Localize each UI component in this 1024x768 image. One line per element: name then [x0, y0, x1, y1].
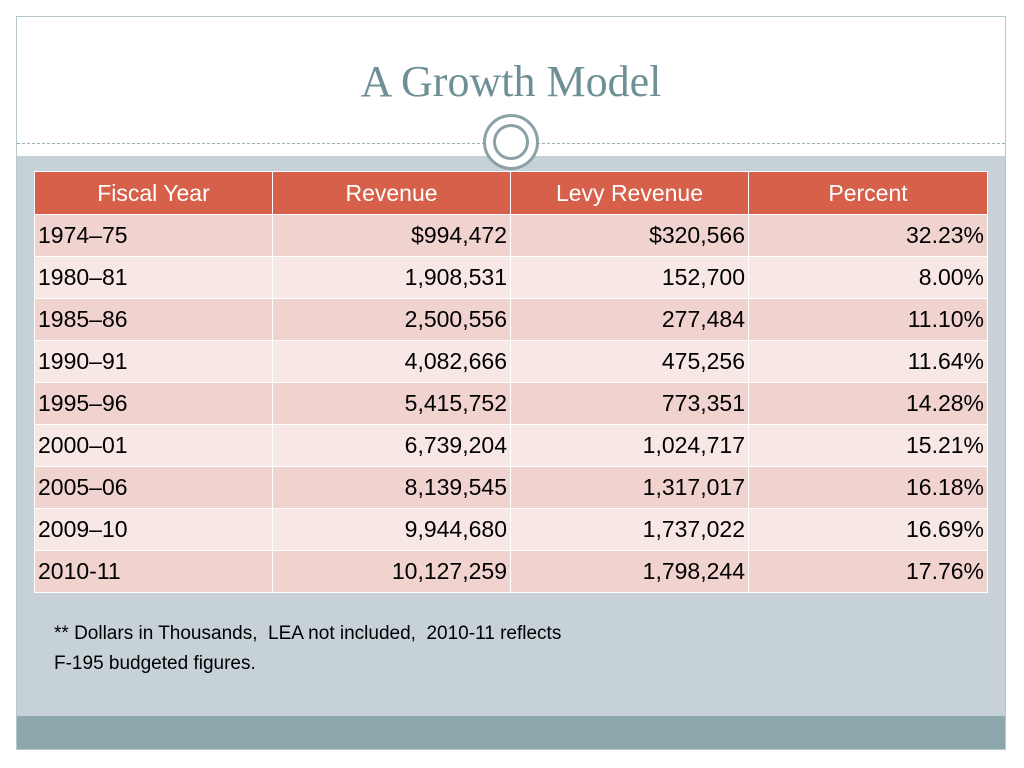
- cell-levy-revenue: 152,700: [510, 256, 749, 299]
- slide-title: A Growth Model: [360, 57, 662, 106]
- table-row: 2000–01 6,739,204 1,024,717 15.21%: [34, 424, 988, 467]
- cell-fiscal-year: 1985–86: [34, 298, 273, 341]
- table-row: 1985–86 2,500,556 277,484 11.10%: [34, 298, 988, 341]
- cell-fiscal-year: 2005–06: [34, 466, 273, 509]
- cell-levy-revenue: $320,566: [510, 214, 749, 257]
- cell-percent: 15.21%: [748, 424, 988, 467]
- cell-revenue: 9,944,680: [272, 508, 511, 551]
- cell-percent: 16.18%: [748, 466, 988, 509]
- cell-levy-revenue: 475,256: [510, 340, 749, 383]
- cell-revenue: 5,415,752: [272, 382, 511, 425]
- cell-fiscal-year: 1980–81: [34, 256, 273, 299]
- cell-revenue: $994,472: [272, 214, 511, 257]
- table-header-row: Fiscal Year Revenue Levy Revenue Percent: [34, 171, 988, 215]
- footnote: ** Dollars in Thousands, LEA not include…: [54, 619, 774, 679]
- cell-fiscal-year: 2000–01: [34, 424, 273, 467]
- cell-levy-revenue: 1,798,244: [510, 550, 749, 593]
- header-levy-revenue: Levy Revenue: [510, 171, 749, 215]
- table-row: 2005–06 8,139,545 1,317,017 16.18%: [34, 466, 988, 509]
- footnote-line-2: F-195 budgeted figures.: [54, 653, 256, 674]
- cell-levy-revenue: 1,024,717: [510, 424, 749, 467]
- footnote-line-1: ** Dollars in Thousands, LEA not include…: [54, 623, 562, 644]
- table-row: 1980–81 1,908,531 152,700 8.00%: [34, 256, 988, 299]
- cell-percent: 11.64%: [748, 340, 988, 383]
- cell-levy-revenue: 277,484: [510, 298, 749, 341]
- cell-percent: 14.28%: [748, 382, 988, 425]
- inner-ring: [493, 124, 529, 160]
- header-fiscal-year: Fiscal Year: [34, 171, 273, 215]
- cell-percent: 17.76%: [748, 550, 988, 593]
- growth-table: Fiscal Year Revenue Levy Revenue Percent…: [34, 171, 988, 593]
- cell-percent: 8.00%: [748, 256, 988, 299]
- table-row: 1995–96 5,415,752 773,351 14.28%: [34, 382, 988, 425]
- cell-levy-revenue: 773,351: [510, 382, 749, 425]
- cell-levy-revenue: 1,317,017: [510, 466, 749, 509]
- cell-percent: 16.69%: [748, 508, 988, 551]
- data-table-container: Fiscal Year Revenue Levy Revenue Percent…: [34, 171, 988, 593]
- table-row: 2010-11 10,127,259 1,798,244 17.76%: [34, 550, 988, 593]
- cell-percent: 11.10%: [748, 298, 988, 341]
- cell-revenue: 6,739,204: [272, 424, 511, 467]
- cell-percent: 32.23%: [748, 214, 988, 257]
- header-percent: Percent: [748, 171, 988, 215]
- cell-fiscal-year: 1995–96: [34, 382, 273, 425]
- circle-ring-ornament-icon: [483, 114, 539, 170]
- footer-bar: [17, 716, 1005, 749]
- header-revenue: Revenue: [272, 171, 511, 215]
- table-row: 2009–10 9,944,680 1,737,022 16.69%: [34, 508, 988, 551]
- cell-revenue: 1,908,531: [272, 256, 511, 299]
- cell-fiscal-year: 2009–10: [34, 508, 273, 551]
- table-row: 1990–91 4,082,666 475,256 11.64%: [34, 340, 988, 383]
- cell-fiscal-year: 2010-11: [34, 550, 273, 593]
- cell-fiscal-year: 1974–75: [34, 214, 273, 257]
- cell-levy-revenue: 1,737,022: [510, 508, 749, 551]
- cell-revenue: 8,139,545: [272, 466, 511, 509]
- cell-revenue: 4,082,666: [272, 340, 511, 383]
- cell-fiscal-year: 1990–91: [34, 340, 273, 383]
- cell-revenue: 10,127,259: [272, 550, 511, 593]
- cell-revenue: 2,500,556: [272, 298, 511, 341]
- table-row: 1974–75 $994,472 $320,566 32.23%: [34, 214, 988, 257]
